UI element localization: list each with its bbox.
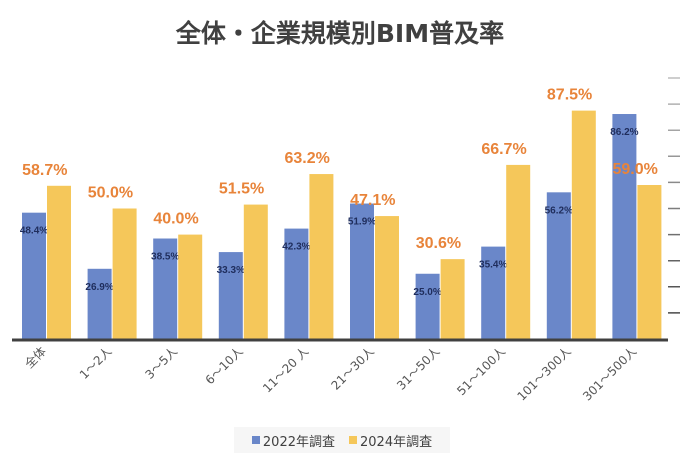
x-tick-label: 3～5人 xyxy=(142,344,180,382)
x-tick-label: 1～2人 xyxy=(77,344,115,382)
data-label-2024: 47.1% xyxy=(350,192,395,209)
legend-label-2024: 2024年調査 xyxy=(360,434,433,450)
bar-2024 xyxy=(243,204,268,339)
data-label-2022: 48.4% xyxy=(20,226,48,237)
legend-item-2024: 2024年調査 xyxy=(349,431,432,450)
bar-2022 xyxy=(481,246,506,339)
legend-label-2022: 2022年調査 xyxy=(262,434,335,450)
data-label-2022: 25.0% xyxy=(413,287,441,298)
legend: 2022年調査 2024年調査 xyxy=(234,427,450,453)
bar-2024 xyxy=(637,185,662,339)
x-tick-label: 全体 xyxy=(21,344,49,372)
x-tick-label: 101～300人 xyxy=(514,344,573,403)
data-label-2022: 56.2% xyxy=(545,205,573,216)
bar-2024 xyxy=(112,208,137,339)
bar-2022 xyxy=(153,238,178,339)
x-tick-label: 6～10人 xyxy=(203,344,246,387)
x-tick-label: 31～50人 xyxy=(394,344,442,392)
data-label-2022: 33.3% xyxy=(217,265,245,276)
data-label-2022: 86.2% xyxy=(610,127,638,138)
legend-swatch-2022 xyxy=(251,436,260,444)
legend-item-2022: 2022年調査 xyxy=(251,431,335,450)
bar-2022 xyxy=(284,228,309,339)
bar-2022 xyxy=(218,252,243,339)
data-label-2024: 51.5% xyxy=(219,181,264,198)
data-label-2024: 59.0% xyxy=(613,161,658,178)
x-tick-label: 21～30人 xyxy=(328,344,376,392)
data-label-2024: 87.5% xyxy=(547,87,592,104)
data-label-2024: 30.6% xyxy=(416,235,461,252)
bar-2024 xyxy=(506,164,531,339)
bar-2022 xyxy=(415,273,440,339)
data-label-2022: 35.4% xyxy=(479,260,507,271)
data-label-2022: 26.9% xyxy=(85,282,113,293)
data-label-2024: 58.7% xyxy=(22,162,67,179)
x-tick-label: 51～100人 xyxy=(454,344,508,398)
bar-2022 xyxy=(350,203,374,339)
data-label-2022: 51.9% xyxy=(348,217,376,228)
chart-title: 全体・企業規模別BIM普及率 xyxy=(175,19,505,48)
legend-swatch-2024 xyxy=(349,436,357,444)
bar-2024 xyxy=(178,234,203,339)
data-label-2022: 42.3% xyxy=(282,242,310,253)
x-tick-label: 11～20 人 xyxy=(260,344,311,395)
bar-2024 xyxy=(375,216,399,339)
data-label-2024: 50.0% xyxy=(88,185,133,202)
bar-2022 xyxy=(22,212,46,339)
bar-2024 xyxy=(571,110,596,339)
bar-2024 xyxy=(440,259,465,339)
bar-2024 xyxy=(47,185,71,339)
bar-2022 xyxy=(546,192,571,339)
bar-2024 xyxy=(309,174,334,339)
data-label-2024: 63.2% xyxy=(285,150,330,167)
data-label-2024: 40.0% xyxy=(153,211,198,228)
bar-2022 xyxy=(87,268,112,339)
data-label-2022: 38.5% xyxy=(151,252,179,263)
bar-2022 xyxy=(612,114,637,339)
data-label-2024: 66.7% xyxy=(481,141,526,158)
x-tick-label: 301～500人 xyxy=(580,344,639,403)
